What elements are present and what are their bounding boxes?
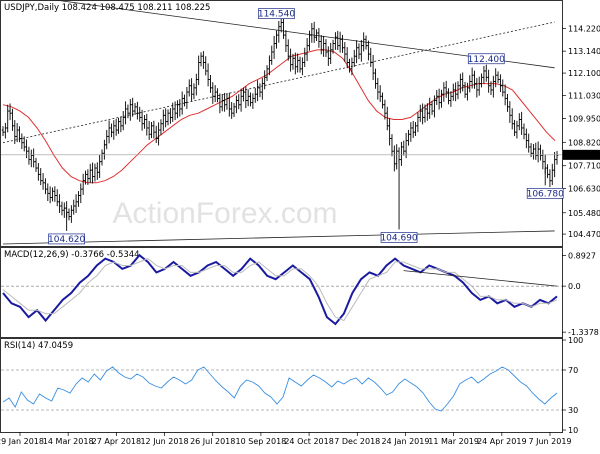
watermark: ActionForex.com bbox=[112, 197, 337, 230]
price-tick-label: 105.480 bbox=[568, 209, 600, 218]
annotation-label: 114.540 bbox=[258, 10, 295, 20]
annotation-box bbox=[48, 233, 86, 245]
annotation-box bbox=[526, 187, 564, 199]
rsi-header: RSI(14) 47.0459 bbox=[4, 341, 73, 351]
date-tick-label: 11 Mar 2019 bbox=[428, 437, 479, 446]
date-tick-label: 10 Sep 2018 bbox=[236, 437, 287, 446]
date-tick-label: 7 Dec 2018 bbox=[334, 437, 380, 446]
date-tick-label: 24 Oct 2018 bbox=[284, 437, 333, 446]
date-tick-label: 27 Apr 2018 bbox=[92, 437, 141, 446]
rsi-tick-label: 10 bbox=[568, 426, 578, 435]
current-price-marker: 108.225 bbox=[1, 149, 600, 160]
macd-trendline bbox=[403, 270, 558, 287]
macd-panel-frame bbox=[0, 247, 563, 338]
price-tick-label: 111.030 bbox=[568, 92, 600, 101]
annotation-label: 112.400 bbox=[468, 55, 505, 65]
main-header: USDJPY,Daily 108.424 108.475 108.211 108… bbox=[4, 3, 210, 13]
date-tick-label: 24 Apr 2019 bbox=[477, 437, 526, 446]
price-tick-label: 108.820 bbox=[568, 138, 600, 147]
rsi-plot: 100 70 30 10 bbox=[1, 336, 583, 435]
price-annotations: 114.540 112.400 104.620 104.690 106.780 bbox=[48, 8, 564, 245]
rsi-tick-label: 30 bbox=[568, 406, 578, 415]
date-tick-label: 7 Jun 2019 bbox=[528, 437, 571, 446]
price-bar bbox=[555, 150, 559, 165]
price-tick-label: 107.710 bbox=[568, 162, 600, 171]
macd-tick-label: 0.8927 bbox=[568, 251, 596, 260]
current-price-badge bbox=[563, 149, 600, 160]
rsi-line bbox=[2, 366, 558, 412]
trendline bbox=[2, 230, 555, 245]
macd-tick-label: -1.3378 bbox=[568, 328, 599, 337]
macd-plot: 0.8927 0.0 -1.3378 bbox=[1, 251, 599, 337]
price-tick-label: 109.950 bbox=[568, 114, 600, 123]
date-tick-label: 12 Jun 2018 bbox=[140, 437, 188, 446]
annotation-label: 104.620 bbox=[48, 235, 85, 245]
main-panel-frame bbox=[0, 0, 563, 247]
price-bars bbox=[1, 15, 559, 231]
date-tick-label: 24 Jan 2019 bbox=[381, 437, 429, 446]
price-tick-label: 113.140 bbox=[568, 47, 600, 56]
macd-header: MACD(12,26,9) -0.3766 -0.5344 bbox=[4, 250, 140, 260]
annotation-label: 106.780 bbox=[527, 189, 564, 199]
date-tick-label: 14 Mar 2018 bbox=[43, 437, 94, 446]
annotation-box bbox=[258, 8, 295, 19]
date-tick-label: 29 Jan 2018 bbox=[0, 437, 44, 446]
annotation-box bbox=[467, 53, 505, 65]
price-tick-label: 114.220 bbox=[568, 24, 600, 33]
annotation-box bbox=[380, 232, 418, 243]
price-tick-label: 112.100 bbox=[568, 69, 600, 78]
price-tick-label: 104.470 bbox=[568, 230, 600, 239]
price-tick-label: 106.630 bbox=[568, 185, 600, 194]
rsi-tick-label: 100 bbox=[568, 336, 583, 345]
annotation-label: 104.690 bbox=[380, 233, 417, 243]
rsi-tick-label: 70 bbox=[568, 366, 578, 375]
current-price-label: 108.225 bbox=[566, 151, 599, 160]
main-price-axis: 104.470 105.480 106.630 107.710 108.820 109.9… bbox=[562, 24, 600, 239]
rsi-panel-frame bbox=[0, 338, 563, 433]
date-tick-label: 26 Jul 2018 bbox=[190, 437, 235, 446]
macd-tick-label: 0.0 bbox=[568, 282, 581, 291]
macd-signal-line bbox=[2, 258, 558, 322]
